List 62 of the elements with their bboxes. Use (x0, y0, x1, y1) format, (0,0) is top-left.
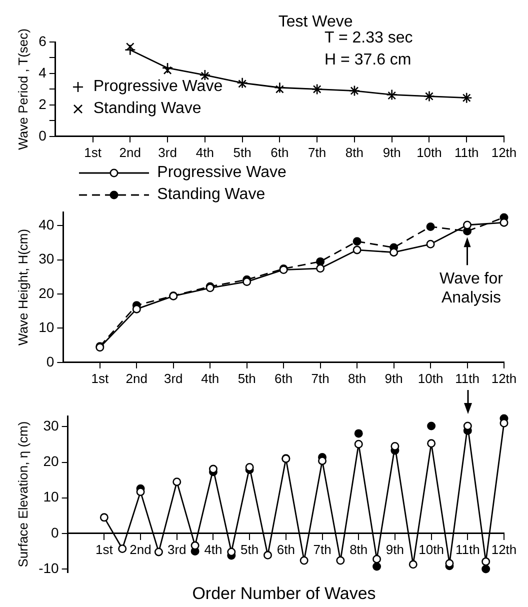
x-tick-label: 4th (201, 370, 220, 386)
y-tick-label: 6 (38, 32, 47, 49)
x-tick-label: 7th (308, 144, 326, 160)
x-tick-label: 10th (418, 370, 444, 386)
y-tick-label: 2 (38, 96, 47, 112)
y-tick-label: 0 (38, 127, 47, 144)
x-tick-label: 10th (416, 144, 442, 160)
x-tick-label: 10th (418, 542, 444, 557)
x-tick-label: 1st (84, 144, 102, 160)
x-tick-label: 7th (313, 542, 332, 557)
y-tick-label: 10 (43, 488, 60, 505)
x-tick-label: 11th (454, 144, 479, 160)
x-tick-label: 1st (91, 370, 109, 386)
annotation: Wave for Analysis (440, 270, 504, 307)
x-tick-label: 5th (238, 370, 256, 386)
x-tick-label: 2nd (119, 144, 142, 160)
x-tick-label: 8th (345, 144, 364, 160)
x-tick-label: 3rd (158, 144, 177, 160)
y-tick-label: 10 (38, 319, 54, 336)
legend-label: Standing Wave (157, 185, 266, 205)
x-tick-label: 8th (350, 542, 368, 557)
x-tick-label: 3rd (167, 542, 186, 557)
annotation: T = 2.33 sec (324, 29, 413, 46)
x-tick-label: 5th (240, 542, 259, 557)
y-tick-label: 40 (38, 216, 54, 233)
x-axis-title: Order Number of Waves (191, 584, 377, 604)
x-tick-label: 6th (276, 542, 295, 557)
x-tick-label: 11th (455, 542, 480, 557)
x-tick-label: 9th (382, 144, 401, 160)
x-tick-label: 11th (455, 370, 480, 386)
legend-label: Progressive Wave (157, 163, 286, 183)
y-tick-label: 20 (38, 284, 54, 301)
x-tick-label: 5th (233, 144, 252, 160)
x-tick-label: 2nd (130, 542, 152, 557)
y-tick-label: 30 (43, 418, 60, 434)
x-tick-label: 8th (348, 370, 366, 386)
x-tick-label: 12th (491, 542, 517, 557)
annotation: H = 37.6 cm (324, 51, 412, 68)
x-tick-label: 4th (196, 144, 214, 160)
x-tick-label: 1st (96, 542, 114, 557)
x-tick-label: 4th (204, 542, 222, 557)
y-axis-title: Wave Period , T(sec) (15, 28, 30, 150)
chart-title: Test Weve (278, 13, 353, 30)
x-tick-label: 12th (491, 370, 517, 386)
x-tick-label: 7th (311, 370, 330, 386)
y-axis-title: Surface Elevation, η (cm) (15, 421, 30, 568)
x-tick-label: 2nd (126, 370, 148, 386)
y-tick-label: 30 (38, 250, 54, 267)
y-tick-label: 0 (51, 524, 60, 540)
y-tick-label: 4 (38, 64, 47, 80)
y-tick-label: 0 (46, 353, 54, 370)
y-tick-label: 20 (43, 453, 60, 470)
x-tick-label: 6th (270, 144, 289, 160)
x-tick-label: 12th (491, 144, 517, 160)
x-tick-label: 9th (384, 370, 403, 386)
legend-label: Progressive Wave (93, 77, 223, 98)
x-tick-label: 9th (386, 542, 404, 557)
x-tick-label: 6th (274, 370, 293, 386)
y-axis-title: Wave Height, H(cm) (15, 228, 30, 346)
y-tick-label: -10 (38, 560, 60, 576)
x-tick-label: 3rd (164, 370, 183, 386)
legend-label: Standing Wave (93, 99, 202, 120)
